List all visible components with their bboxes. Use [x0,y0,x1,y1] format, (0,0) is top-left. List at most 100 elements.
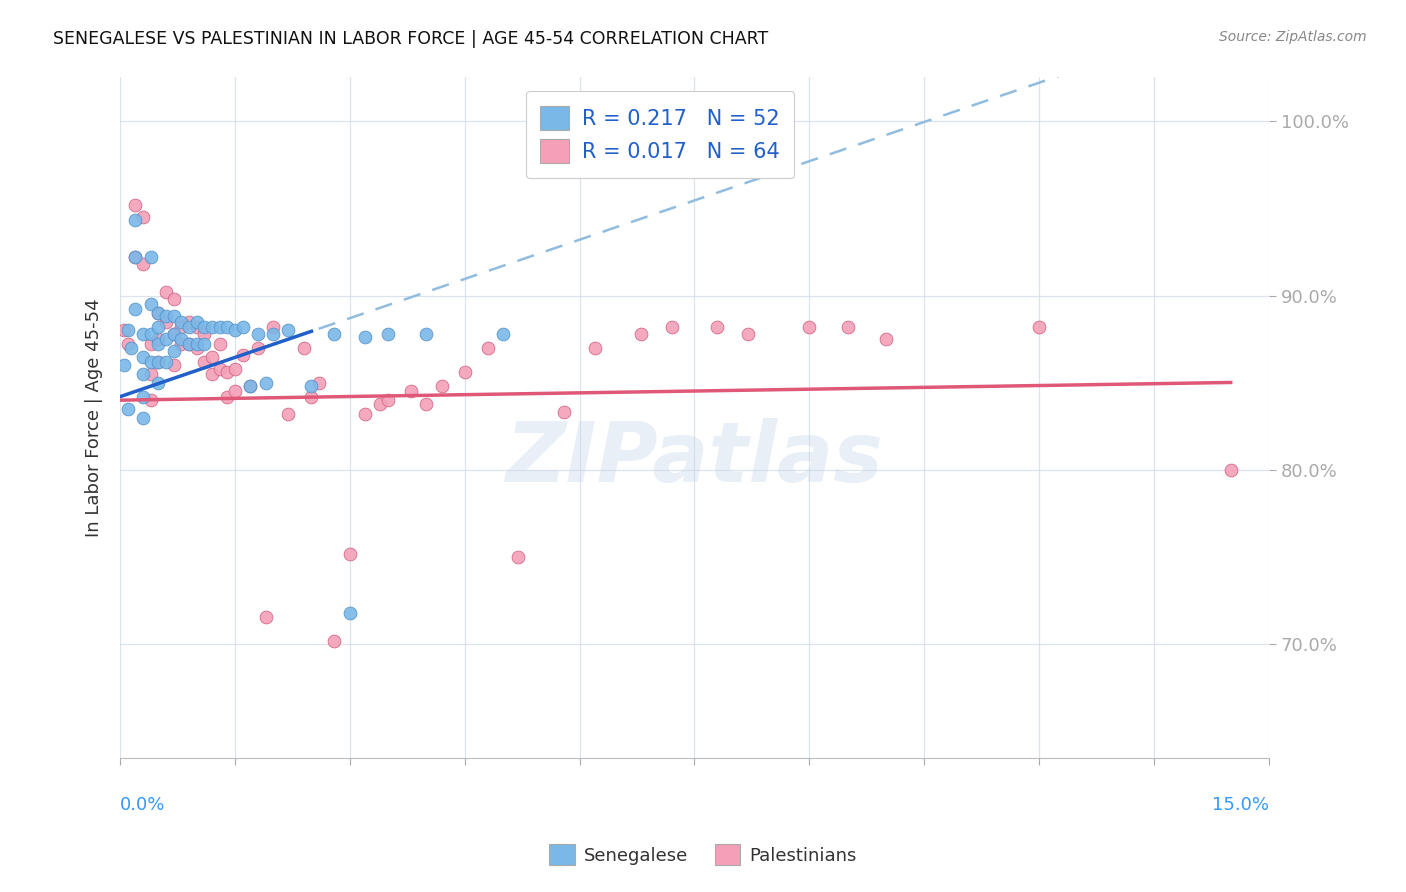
Point [170,319,193,334]
Point [139,297,162,311]
Point [139,326,162,341]
Text: Source: ZipAtlas.com: Source: ZipAtlas.com [1219,30,1367,45]
Point [186,315,208,329]
Point [162,310,184,324]
Point [120,341,142,355]
Point [155,332,177,346]
Point [377,326,399,341]
Point [139,367,162,381]
Point [155,315,177,329]
Point [148,319,170,334]
Point [706,319,728,334]
Point [201,319,224,334]
Point [201,367,224,381]
Point [224,323,246,337]
Point [117,337,139,351]
Point [231,319,253,334]
Point [132,350,155,364]
Point [262,319,284,334]
Point [132,210,155,224]
Point [415,397,437,411]
Point [139,337,162,351]
Point [186,319,208,334]
Point [177,315,200,329]
Point [262,326,284,341]
Point [139,250,162,264]
Point [208,337,231,351]
Point [239,379,262,393]
Point [193,355,215,369]
Point [837,319,859,334]
Text: 0.0%: 0.0% [120,797,166,814]
Point [661,319,683,334]
Point [415,326,437,341]
Point [224,384,246,399]
Point [155,355,177,369]
Point [217,365,239,379]
Point [162,326,184,341]
Point [292,341,315,355]
Point [1219,463,1241,477]
Point [148,332,170,346]
Point [301,379,323,393]
Point [170,315,193,329]
Point [155,285,177,299]
Point [323,634,346,648]
Point [148,355,170,369]
Legend: R = 0.217   N = 52, R = 0.017   N = 64: R = 0.217 N = 52, R = 0.017 N = 64 [526,91,794,178]
Point [186,337,208,351]
Point [162,359,184,373]
Point [453,365,475,379]
Point [193,319,215,334]
Point [132,390,155,404]
Point [112,359,135,373]
Point [399,384,422,399]
Point [177,337,200,351]
Point [177,337,200,351]
Point [277,323,299,337]
Point [170,332,193,346]
Point [339,606,361,620]
Point [139,355,162,369]
Point [124,213,146,227]
Point [737,326,759,341]
Point [377,393,399,408]
Point [583,341,606,355]
Point [139,393,162,408]
Point [112,323,135,337]
Point [231,348,253,362]
Point [217,319,239,334]
Text: 15.0%: 15.0% [1212,797,1270,814]
Point [630,326,652,341]
Text: SENEGALESE VS PALESTINIAN IN LABOR FORCE | AGE 45-54 CORRELATION CHART: SENEGALESE VS PALESTINIAN IN LABOR FORCE… [53,30,769,48]
Point [193,326,215,341]
Point [799,319,821,334]
Point [246,341,269,355]
Point [117,323,139,337]
Point [117,401,139,416]
Point [124,250,146,264]
Point [170,337,193,351]
Text: ZIPatlas: ZIPatlas [506,418,883,499]
Point [132,367,155,381]
Point [124,198,146,212]
Point [354,407,377,421]
Point [254,609,277,624]
Point [193,337,215,351]
Point [124,250,146,264]
Point [148,355,170,369]
Point [308,376,330,390]
Point [201,350,224,364]
Point [208,361,231,376]
Point [477,341,499,355]
Point [148,337,170,351]
Point [162,344,184,359]
Point [177,319,200,334]
Point [277,407,299,421]
Point [492,326,515,341]
Point [217,390,239,404]
Point [323,326,346,341]
Point [124,302,146,317]
Point [208,319,231,334]
Point [162,292,184,306]
